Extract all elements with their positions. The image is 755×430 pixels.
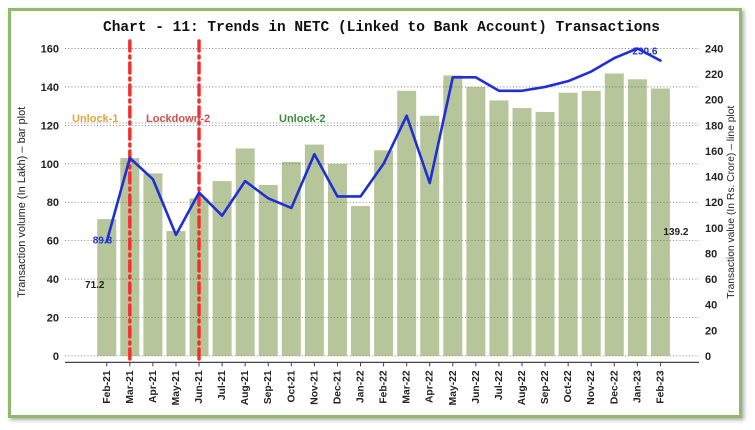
svg-text:Oct-21: Oct-21 bbox=[286, 370, 297, 402]
svg-text:40: 40 bbox=[47, 274, 59, 286]
svg-text:Feb-22: Feb-22 bbox=[379, 370, 390, 403]
svg-text:Aug-22: Aug-22 bbox=[517, 370, 528, 405]
svg-text:May-21: May-21 bbox=[171, 370, 182, 405]
svg-text:100: 100 bbox=[705, 223, 723, 235]
svg-text:Jul-22: Jul-22 bbox=[494, 370, 505, 400]
svg-text:Aug-21: Aug-21 bbox=[240, 370, 251, 405]
svg-text:Jun-22: Jun-22 bbox=[471, 370, 482, 403]
svg-text:Transaction volume (In Lakh) –: Transaction volume (In Lakh) – bar plot bbox=[16, 107, 28, 298]
svg-text:Chart - 11: Trends in NETC (Li: Chart - 11: Trends in NETC (Linked to Ba… bbox=[103, 20, 660, 36]
svg-text:40: 40 bbox=[705, 300, 717, 312]
svg-text:Lockdown-2: Lockdown-2 bbox=[146, 113, 210, 125]
svg-text:Feb-21: Feb-21 bbox=[102, 370, 113, 403]
svg-text:71.2: 71.2 bbox=[85, 280, 105, 291]
svg-text:May-22: May-22 bbox=[448, 370, 459, 405]
svg-text:0: 0 bbox=[53, 351, 59, 363]
svg-text:139.2: 139.2 bbox=[663, 227, 688, 238]
svg-text:Jan-23: Jan-23 bbox=[632, 370, 643, 403]
svg-text:Unlock-1: Unlock-1 bbox=[72, 113, 118, 125]
svg-text:140: 140 bbox=[705, 172, 723, 184]
svg-text:Dec-21: Dec-21 bbox=[332, 370, 343, 404]
svg-text:120: 120 bbox=[41, 120, 59, 132]
svg-text:Sep-21: Sep-21 bbox=[263, 370, 274, 404]
svg-text:20: 20 bbox=[705, 325, 717, 337]
svg-text:Sep-22: Sep-22 bbox=[540, 370, 551, 404]
svg-text:60: 60 bbox=[705, 274, 717, 286]
svg-text:220: 220 bbox=[705, 69, 723, 81]
svg-text:230.6: 230.6 bbox=[632, 47, 657, 58]
svg-text:180: 180 bbox=[705, 120, 723, 132]
svg-text:Jan-22: Jan-22 bbox=[356, 370, 367, 403]
svg-text:Apr-22: Apr-22 bbox=[425, 370, 436, 403]
svg-text:Oct-22: Oct-22 bbox=[563, 370, 574, 402]
svg-text:Mar-22: Mar-22 bbox=[402, 370, 413, 403]
svg-text:240: 240 bbox=[705, 44, 723, 56]
svg-text:Nov-21: Nov-21 bbox=[309, 370, 320, 405]
svg-text:80: 80 bbox=[705, 248, 717, 260]
svg-text:Dec-22: Dec-22 bbox=[609, 370, 620, 404]
svg-text:89.3: 89.3 bbox=[93, 236, 113, 247]
svg-text:Jun-21: Jun-21 bbox=[194, 370, 205, 403]
svg-text:Nov-22: Nov-22 bbox=[586, 370, 597, 405]
svg-text:Feb-23: Feb-23 bbox=[655, 370, 666, 403]
svg-text:60: 60 bbox=[47, 236, 59, 248]
svg-text:140: 140 bbox=[41, 82, 59, 94]
svg-text:Mar-21: Mar-21 bbox=[125, 370, 136, 403]
svg-text:0: 0 bbox=[705, 351, 711, 363]
svg-text:120: 120 bbox=[705, 197, 723, 209]
svg-text:Unlock-2: Unlock-2 bbox=[279, 113, 325, 125]
svg-text:160: 160 bbox=[705, 146, 723, 158]
svg-text:Jul-21: Jul-21 bbox=[217, 370, 228, 400]
svg-text:Apr-21: Apr-21 bbox=[148, 370, 159, 403]
svg-text:Transaction value (In Rs. Cror: Transaction value (In Rs. Crore) – line … bbox=[726, 106, 737, 299]
svg-text:100: 100 bbox=[41, 159, 59, 171]
svg-text:20: 20 bbox=[47, 312, 59, 324]
svg-text:80: 80 bbox=[47, 197, 59, 209]
svg-text:160: 160 bbox=[41, 44, 59, 56]
svg-text:200: 200 bbox=[705, 95, 723, 107]
